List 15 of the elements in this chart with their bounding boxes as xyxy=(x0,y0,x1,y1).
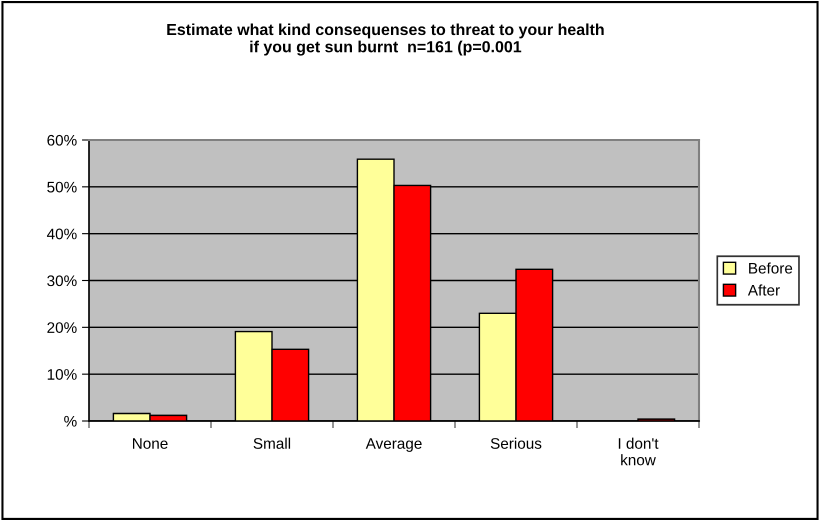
y-tick-label: 20% xyxy=(47,322,77,334)
chart-title: Estimate what kind consequenses to threat to your health if you get sun burnt n=161 (p=0.001 xyxy=(167,23,604,56)
y-tick-label: 40% xyxy=(46,228,77,240)
y-tick-label: 30% xyxy=(47,275,77,286)
y-tick-label: 10% xyxy=(48,369,77,380)
y-tick-label: 60% xyxy=(47,134,77,146)
legend-label: After xyxy=(748,284,780,296)
x-tick-label: I don't know xyxy=(618,438,658,466)
y-tick-label: 50% xyxy=(47,182,77,193)
y-tick-label: % xyxy=(64,416,77,427)
x-tick-label: Serious xyxy=(490,438,542,449)
x-tick-label: Small xyxy=(254,438,290,449)
x-tick-label: None xyxy=(132,438,168,449)
legend-label: Before xyxy=(749,262,792,274)
x-tick-label: Average xyxy=(366,438,422,452)
